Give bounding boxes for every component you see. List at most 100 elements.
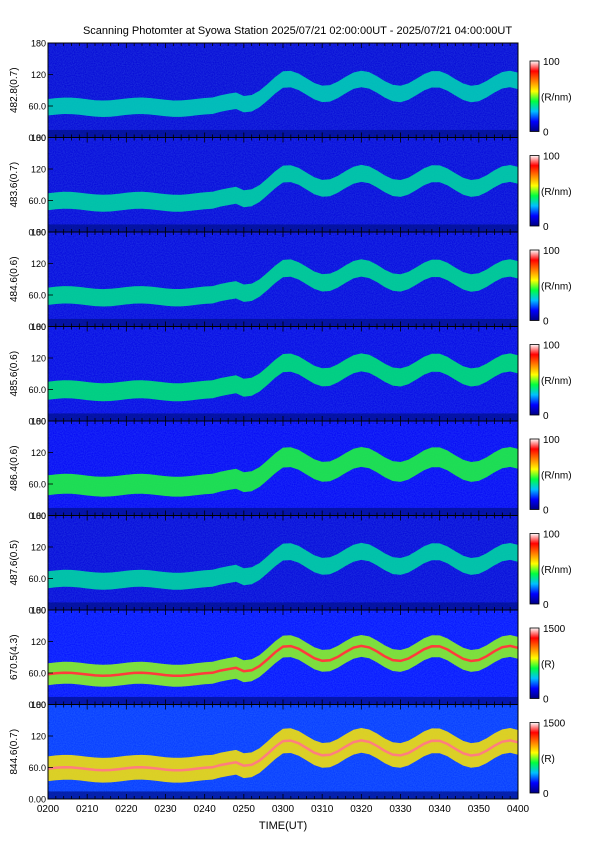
panel-8-cbar-min: 0 <box>543 789 549 800</box>
panel-3-ytick-label: 120 <box>31 259 46 269</box>
panel-5-cbar-max: 100 <box>543 435 560 446</box>
panel-5-ytick-label: 120 <box>31 448 46 458</box>
panel-1-cbar-min: 0 <box>543 128 549 139</box>
panel-3-ytick-label: 180 <box>31 228 46 238</box>
x-tick-label: 0210 <box>76 804 99 815</box>
x-tick-label: 0320 <box>350 804 373 815</box>
panel-7-colorbar <box>529 627 540 699</box>
panel-6-ytick-label: 0.00 <box>28 606 46 616</box>
panel-5-ytick-label: 0.00 <box>28 511 46 521</box>
x-tick-label: 0240 <box>194 804 217 815</box>
panel-4-speckle <box>48 326 518 421</box>
panel-5-speckle <box>48 421 518 516</box>
panel-1-cbar-unit: (R/nm) <box>541 92 572 103</box>
panel-4-ytick-label: 180 <box>31 322 46 332</box>
x-tick-label: 0330 <box>389 804 412 815</box>
panel-5-ylabel: 486.4(0.6) <box>9 445 20 491</box>
panel-6-cbar-max: 100 <box>543 530 560 541</box>
panel-7-cbar-unit: (R) <box>541 659 555 670</box>
panel-6-ytick-label: 120 <box>31 543 46 553</box>
panel-8-ytick-label: 180 <box>31 700 46 710</box>
panel-6-ylabel: 487.6(0.5) <box>9 540 20 586</box>
panel-3-colorbar <box>529 249 540 321</box>
panel-5-cbar-unit: (R/nm) <box>541 470 572 481</box>
panel-7-ytick-label: 0.00 <box>28 700 46 710</box>
panel-8-cbar-unit: (R) <box>541 754 555 765</box>
panel-2-ytick-label: 180 <box>31 133 46 143</box>
panel-1-cbar-max: 100 <box>543 57 560 68</box>
panel-7-cbar-max: 1500 <box>543 624 566 635</box>
panel-2-cbar-max: 100 <box>543 152 560 163</box>
panel-8-ytick-label: 60.0 <box>28 763 46 773</box>
x-tick-label: 0340 <box>429 804 452 815</box>
x-tick-label: 0310 <box>311 804 334 815</box>
x-tick-label: 0350 <box>468 804 491 815</box>
panel-3-ytick-label: 60.0 <box>28 291 46 301</box>
panel-1-ytick-label: 60.0 <box>28 102 46 112</box>
panel-3-ytick-label: 0.00 <box>28 322 46 332</box>
panel-8-colorbar <box>529 722 540 794</box>
panel-7-ytick-label: 180 <box>31 606 46 616</box>
panel-4-colorbar <box>529 344 540 416</box>
chart-title: Scanning Photomter at Syowa Station 2025… <box>82 25 513 37</box>
x-tick-label: 0400 <box>507 804 530 815</box>
panel-4-ytick-label: 120 <box>31 354 46 364</box>
panel-3-ylabel: 484.6(0.6) <box>9 256 20 302</box>
panel-7-ytick-label: 60.0 <box>28 669 46 679</box>
panel-8-ytick-label: 120 <box>31 732 46 742</box>
panel-6-speckle <box>48 515 518 610</box>
panel-6-cbar-min: 0 <box>543 600 549 611</box>
panel-2-ytick-label: 60.0 <box>28 196 46 206</box>
panel-7-ytick-label: 120 <box>31 637 46 647</box>
panel-6-aurora-band <box>48 542 518 590</box>
panel-1-ylabel: 482.8(0.7) <box>9 67 20 113</box>
panel-3-cbar-max: 100 <box>543 246 560 257</box>
panel-8-ylabel: 844.6(0.7) <box>9 729 20 775</box>
panel-1-ytick-label: 0.00 <box>28 133 46 143</box>
panel-5-cbar-min: 0 <box>543 506 549 517</box>
panel-6-cbar-unit: (R/nm) <box>541 565 572 576</box>
panel-2-aurora-band <box>48 164 518 212</box>
panel-3-aurora-band <box>48 259 518 307</box>
panel-4-ylabel: 485.6(0.6) <box>9 351 20 397</box>
panel-2-ytick-label: 0.00 <box>28 228 46 238</box>
panel-1-ytick-label: 120 <box>31 70 46 80</box>
x-tick-label: 0200 <box>37 804 60 815</box>
panel-7-aurora-band <box>48 635 518 687</box>
panel-1-aurora-band <box>48 70 518 117</box>
panel-5-aurora-band <box>48 447 518 497</box>
panel-2-cbar-unit: (R/nm) <box>541 187 572 198</box>
x-axis-label: TIME(UT) <box>258 820 308 832</box>
x-tick-label: 0220 <box>115 804 138 815</box>
panel-2-colorbar <box>529 155 540 227</box>
panel-6-ytick-label: 180 <box>31 511 46 521</box>
panel-6-ytick-label: 60.0 <box>28 574 46 584</box>
panel-4-cbar-min: 0 <box>543 411 549 422</box>
panel-8-ytick-label: 0.00 <box>28 795 46 805</box>
panel-3-cbar-min: 0 <box>543 317 549 328</box>
panel-4-ytick-label: 60.0 <box>28 385 46 395</box>
panel-5-ytick-label: 60.0 <box>28 480 46 490</box>
x-tick-label: 0250 <box>233 804 256 815</box>
panel-1-colorbar <box>529 60 540 132</box>
x-tick-label: 0300 <box>272 804 295 815</box>
panel-3-speckle <box>48 232 518 327</box>
panel-2-speckle <box>48 137 518 232</box>
panel-4-cbar-max: 100 <box>543 341 560 352</box>
panel-7-ylabel: 670.5(4.3) <box>9 634 20 680</box>
panel-2-cbar-min: 0 <box>543 222 549 233</box>
panel-2-ylabel: 483.6(0.7) <box>9 162 20 208</box>
panel-7-aurora-core <box>47 644 519 678</box>
panel-5-ytick-label: 180 <box>31 417 46 427</box>
panel-5-colorbar <box>529 438 540 510</box>
x-tick-label: 0230 <box>154 804 177 815</box>
panel-4-aurora-band <box>48 353 518 402</box>
panel-4-cbar-unit: (R/nm) <box>541 376 572 387</box>
panel-4-ytick-label: 0.00 <box>28 417 46 427</box>
panel-7-cbar-min: 0 <box>543 695 549 706</box>
panel-6-colorbar <box>529 533 540 605</box>
panel-2-ytick-label: 120 <box>31 165 46 175</box>
panel-3-cbar-unit: (R/nm) <box>541 281 572 292</box>
panel-8-cbar-max: 1500 <box>543 719 566 730</box>
